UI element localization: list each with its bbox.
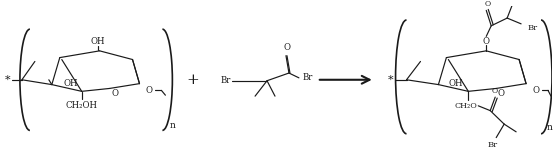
Text: O: O <box>497 89 505 98</box>
Text: *: * <box>5 75 11 85</box>
Text: O: O <box>284 43 290 53</box>
Text: +: + <box>186 73 199 87</box>
Text: O: O <box>111 89 118 98</box>
Text: O: O <box>532 86 540 95</box>
Text: O: O <box>483 37 490 46</box>
Text: OH: OH <box>90 37 105 46</box>
Text: Br: Br <box>221 76 231 85</box>
Text: O: O <box>146 86 153 95</box>
Text: Br: Br <box>527 24 537 32</box>
Text: Br: Br <box>487 141 497 149</box>
Text: O: O <box>484 0 490 8</box>
Text: OH: OH <box>449 79 463 88</box>
Text: n: n <box>547 123 553 132</box>
Text: *: * <box>388 75 393 85</box>
Text: OH: OH <box>63 79 78 88</box>
Text: CH₂OH: CH₂OH <box>66 101 98 110</box>
Text: O: O <box>491 87 497 95</box>
Text: CH₂O: CH₂O <box>455 102 478 110</box>
Text: n: n <box>170 121 175 130</box>
Text: Br: Br <box>303 73 313 82</box>
